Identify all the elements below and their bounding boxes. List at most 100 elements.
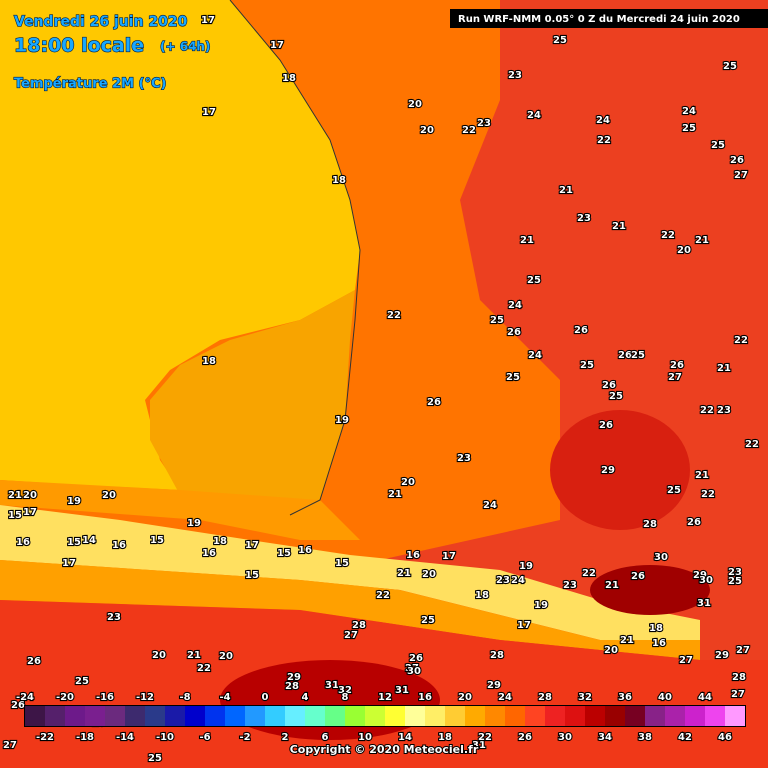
legend-swatch bbox=[45, 706, 65, 726]
temperature-label: 21 bbox=[620, 635, 634, 646]
temperature-label: 16 bbox=[202, 548, 216, 559]
legend-label: -8 bbox=[179, 692, 190, 703]
legend-label: 46 bbox=[718, 732, 732, 743]
temperature-label: 31 bbox=[472, 740, 486, 751]
temperature-label: 25 bbox=[631, 350, 645, 361]
temperature-label: 18 bbox=[332, 175, 346, 186]
legend-label: 32 bbox=[578, 692, 592, 703]
legend-label: -4 bbox=[219, 692, 230, 703]
legend-swatch bbox=[85, 706, 105, 726]
hot-core bbox=[590, 565, 710, 615]
temperature-label: 15 bbox=[150, 535, 164, 546]
temperature-label: 27 bbox=[734, 170, 748, 181]
temperature-label: 22 bbox=[197, 663, 211, 674]
temperature-label: 17 bbox=[201, 15, 215, 26]
legend-swatch bbox=[685, 706, 705, 726]
legend-swatch bbox=[165, 706, 185, 726]
temperature-label: 24 bbox=[508, 300, 522, 311]
temperature-label: 26 bbox=[670, 360, 684, 371]
run-box bbox=[450, 9, 768, 28]
temperature-label: 16 bbox=[298, 545, 312, 556]
temperature-label: 32 bbox=[338, 685, 352, 696]
temperature-label: 24 bbox=[682, 106, 696, 117]
legend-label: -6 bbox=[199, 732, 210, 743]
temperature-label: 17 bbox=[270, 40, 284, 51]
temperature-label: 15 bbox=[245, 570, 259, 581]
temperature-label: 25 bbox=[609, 391, 623, 402]
temperature-label: 25 bbox=[148, 753, 162, 764]
legend-label: -14 bbox=[116, 732, 134, 743]
temperature-label: 23 bbox=[107, 612, 121, 623]
temperature-label: 21 bbox=[717, 363, 731, 374]
temperature-label: 22 bbox=[745, 439, 759, 450]
temperature-label: 22 bbox=[661, 230, 675, 241]
temperature-label: 28 bbox=[352, 620, 366, 631]
temperature-label: 25 bbox=[527, 275, 541, 286]
temperature-label: 15 bbox=[277, 548, 291, 559]
temperature-label: 25 bbox=[506, 372, 520, 383]
gulf bbox=[150, 290, 355, 515]
temperature-label: 25 bbox=[728, 576, 742, 587]
legend-label: -18 bbox=[76, 732, 94, 743]
parameter: Température 2M (°C) bbox=[14, 77, 166, 92]
temperature-label: 23 bbox=[728, 567, 742, 578]
temperature-label: 22 bbox=[387, 310, 401, 321]
temperature-label: 25 bbox=[580, 360, 594, 371]
legend-swatch bbox=[265, 706, 285, 726]
temperature-label: 22 bbox=[700, 405, 714, 416]
temperature-label: 27 bbox=[731, 689, 745, 700]
temperature-label: 22 bbox=[597, 135, 611, 146]
temperature-label: 26 bbox=[730, 155, 744, 166]
legend-swatch bbox=[665, 706, 685, 726]
legend-swatch bbox=[185, 706, 205, 726]
warm-core bbox=[550, 410, 690, 530]
temperature-label: 31 bbox=[697, 598, 711, 609]
temperature-label: 30 bbox=[407, 666, 421, 677]
temperature-label: 20 bbox=[408, 99, 422, 110]
legend-swatch bbox=[105, 706, 125, 726]
temperature-label: 21 bbox=[605, 580, 619, 591]
temperature-label: 17 bbox=[202, 107, 216, 118]
temperature-label: 21 bbox=[695, 235, 709, 246]
temperature-label: 20 bbox=[677, 245, 691, 256]
legend-swatch bbox=[425, 706, 445, 726]
legend-swatch bbox=[545, 706, 565, 726]
temperature-label: 27 bbox=[679, 655, 693, 666]
lead-time: (+ 64h) bbox=[160, 40, 210, 54]
legend-swatch bbox=[605, 706, 625, 726]
legend-label: -10 bbox=[156, 732, 174, 743]
temperature-label: 24 bbox=[527, 110, 541, 121]
legend-label: 26 bbox=[518, 732, 532, 743]
temperature-label: 22 bbox=[462, 125, 476, 136]
temperature-label: 29 bbox=[715, 650, 729, 661]
temperature-label: 25 bbox=[490, 315, 504, 326]
temperature-label: 25 bbox=[553, 35, 567, 46]
temperature-label: 21 bbox=[695, 470, 709, 481]
temperature-label: 20 bbox=[422, 569, 436, 580]
temperature-label: 23 bbox=[577, 213, 591, 224]
legend-label: 12 bbox=[378, 692, 392, 703]
legend-label: 36 bbox=[618, 692, 632, 703]
temperature-label: 21 bbox=[612, 221, 626, 232]
temperature-label: 16 bbox=[112, 540, 126, 551]
temperature-label: 26 bbox=[427, 397, 441, 408]
temperature-label: 23 bbox=[563, 580, 577, 591]
temperature-label: 28 bbox=[732, 672, 746, 683]
legend-label: -20 bbox=[56, 692, 74, 703]
temperature-label: 27 bbox=[405, 663, 419, 674]
temperature-label: 17 bbox=[62, 558, 76, 569]
temperature-label: 16 bbox=[16, 537, 30, 548]
temperature-label: 30 bbox=[654, 552, 668, 563]
temperature-label: 26 bbox=[409, 653, 423, 664]
legend-label: 18 bbox=[438, 732, 452, 743]
temperature-label: 25 bbox=[723, 61, 737, 72]
temperature-label: 26 bbox=[27, 656, 41, 667]
legend-swatch bbox=[25, 706, 45, 726]
temperature-label: 26 bbox=[618, 350, 632, 361]
temperature-label: 31 bbox=[395, 685, 409, 696]
temperature-label: 23 bbox=[496, 575, 510, 586]
legend-swatch bbox=[385, 706, 405, 726]
legend-label: 8 bbox=[342, 692, 349, 703]
temperature-label: 26 bbox=[599, 420, 613, 431]
temperature-label: 23 bbox=[477, 118, 491, 129]
